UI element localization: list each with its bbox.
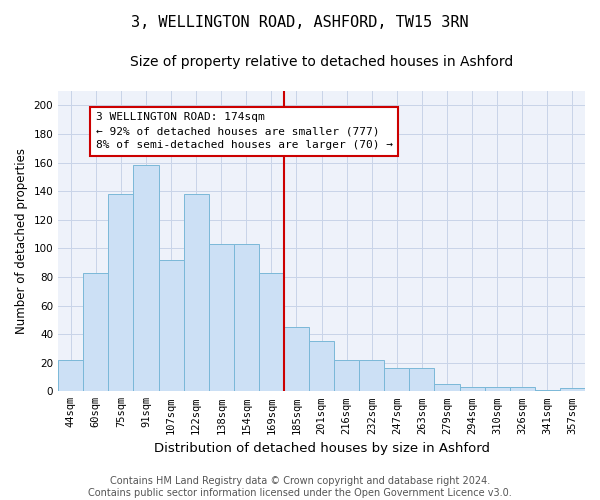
Bar: [259, 272, 284, 392]
Bar: [284, 327, 309, 392]
Bar: [158, 260, 184, 392]
X-axis label: Distribution of detached houses by size in Ashford: Distribution of detached houses by size …: [154, 442, 490, 455]
Bar: [83, 272, 109, 392]
Bar: [560, 388, 585, 392]
Bar: [460, 387, 485, 392]
Bar: [133, 166, 158, 392]
Bar: [209, 244, 234, 392]
Bar: [535, 390, 560, 392]
Bar: [109, 194, 133, 392]
Bar: [434, 384, 460, 392]
Text: 3 WELLINGTON ROAD: 174sqm
← 92% of detached houses are smaller (777)
8% of semi-: 3 WELLINGTON ROAD: 174sqm ← 92% of detac…: [96, 112, 393, 150]
Bar: [58, 360, 83, 392]
Text: 3, WELLINGTON ROAD, ASHFORD, TW15 3RN: 3, WELLINGTON ROAD, ASHFORD, TW15 3RN: [131, 15, 469, 30]
Bar: [184, 194, 209, 392]
Title: Size of property relative to detached houses in Ashford: Size of property relative to detached ho…: [130, 55, 513, 69]
Bar: [234, 244, 259, 392]
Text: Contains HM Land Registry data © Crown copyright and database right 2024.
Contai: Contains HM Land Registry data © Crown c…: [88, 476, 512, 498]
Bar: [510, 387, 535, 392]
Bar: [309, 342, 334, 392]
Y-axis label: Number of detached properties: Number of detached properties: [15, 148, 28, 334]
Bar: [334, 360, 359, 392]
Bar: [485, 387, 510, 392]
Bar: [409, 368, 434, 392]
Bar: [385, 368, 409, 392]
Bar: [359, 360, 385, 392]
